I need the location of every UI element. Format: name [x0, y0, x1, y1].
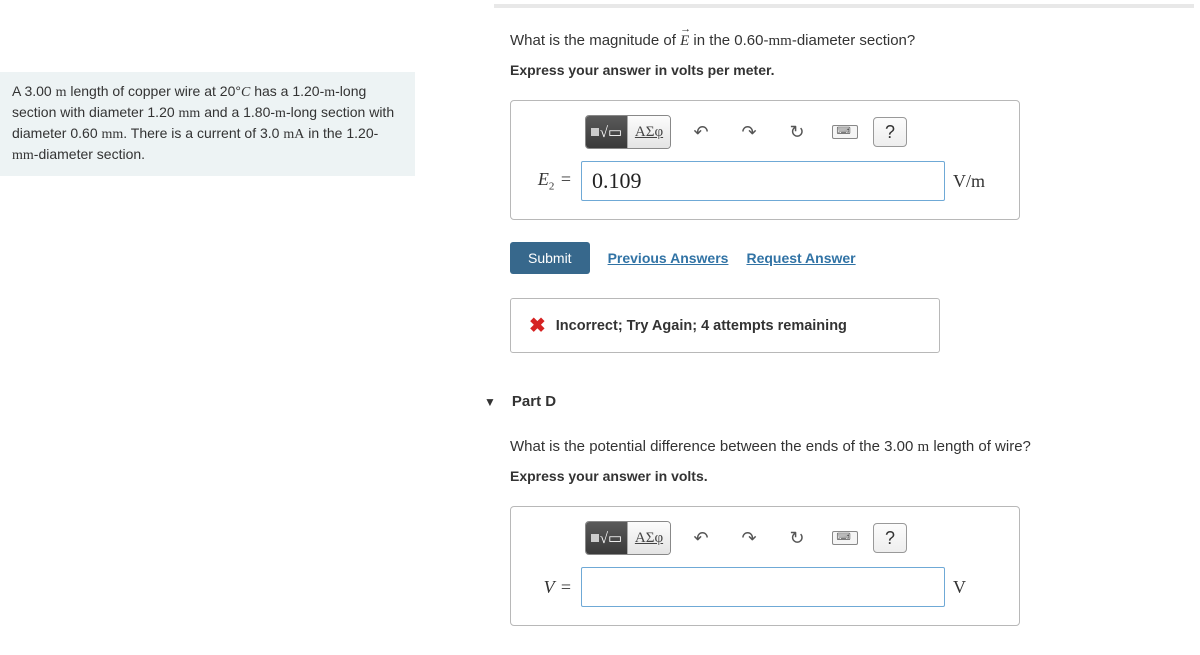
problem-text: A 3.00 m length of copper wire at 20°C h… [12, 83, 394, 162]
part-d-header[interactable]: ▼ Part D [484, 393, 1200, 410]
reset-button[interactable]: ↻ [779, 116, 815, 148]
greek-button[interactable]: ΑΣφ [628, 116, 670, 148]
feedback-box: ✖ Incorrect; Try Again; 4 attempts remai… [510, 298, 940, 353]
undo-button-d[interactable]: ↶ [683, 522, 719, 554]
previous-answers-link[interactable]: Previous Answers [608, 250, 729, 266]
question-text: What is the magnitude of E in the 0.60-m… [510, 32, 1200, 50]
problem-statement: A 3.00 m length of copper wire at 20°C h… [0, 72, 415, 176]
chevron-down-icon: ▼ [484, 395, 496, 409]
action-row: Submit Previous Answers Request Answer [510, 242, 1200, 274]
redo-button[interactable]: ↷ [731, 116, 767, 148]
input-row: E2 = V/m [529, 161, 1001, 201]
incorrect-icon: ✖ [529, 313, 546, 338]
toolbar-mode-group: √▭ ΑΣφ [585, 115, 671, 149]
greek-button-d[interactable]: ΑΣφ [628, 522, 670, 554]
templates-button[interactable]: √▭ [586, 116, 628, 148]
help-button-d[interactable]: ? [873, 523, 907, 553]
toolbar-mode-group-d: √▭ ΑΣφ [585, 521, 671, 555]
variable-label-d: V = [529, 577, 573, 598]
question-text-d: What is the potential difference between… [510, 438, 1200, 456]
part-c: What is the magnitude of E in the 0.60-m… [450, 0, 1200, 626]
question-instruction-d: Express your answer in volts. [510, 468, 1200, 484]
answer-input[interactable] [581, 161, 945, 201]
question-instruction: Express your answer in volts per meter. [510, 62, 1200, 78]
keyboard-button[interactable]: ⌨ [827, 116, 863, 148]
request-answer-link[interactable]: Request Answer [746, 250, 855, 266]
input-toolbar-d: √▭ ΑΣφ ↶ ↷ ↻ ⌨ ? [585, 521, 1001, 555]
input-row-d: V = V [529, 567, 1001, 607]
help-button[interactable]: ? [873, 117, 907, 147]
keyboard-button-d[interactable]: ⌨ [827, 522, 863, 554]
input-toolbar: √▭ ΑΣφ ↶ ↷ ↻ ⌨ ? [585, 115, 1001, 149]
answer-area: What is the magnitude of E in the 0.60-m… [450, 0, 1200, 626]
undo-button[interactable]: ↶ [683, 116, 719, 148]
unit-label-d: V [953, 577, 1001, 598]
templates-button-d[interactable]: √▭ [586, 522, 628, 554]
variable-label: E2 = [529, 169, 573, 193]
reset-button-d[interactable]: ↻ [779, 522, 815, 554]
submit-button[interactable]: Submit [510, 242, 590, 274]
answer-box: √▭ ΑΣφ ↶ ↷ ↻ ⌨ ? E2 = V/m [510, 100, 1020, 220]
feedback-text: Incorrect; Try Again; 4 attempts remaini… [556, 318, 847, 334]
redo-button-d[interactable]: ↷ [731, 522, 767, 554]
answer-box-d: √▭ ΑΣφ ↶ ↷ ↻ ⌨ ? V = V [510, 506, 1020, 626]
answer-input-d[interactable] [581, 567, 945, 607]
part-d-title: Part D [512, 393, 556, 410]
unit-label: V/m [953, 171, 1001, 192]
